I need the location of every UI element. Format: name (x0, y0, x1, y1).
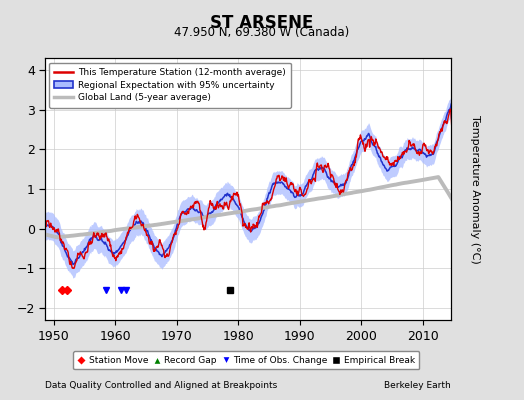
Text: ST ARSENE: ST ARSENE (210, 14, 314, 32)
Legend: Station Move, Record Gap, Time of Obs. Change, Empirical Break: Station Move, Record Gap, Time of Obs. C… (73, 352, 419, 370)
Y-axis label: Temperature Anomaly (°C): Temperature Anomaly (°C) (470, 115, 480, 263)
Text: 47.950 N, 69.380 W (Canada): 47.950 N, 69.380 W (Canada) (174, 26, 350, 39)
Text: Data Quality Controlled and Aligned at Breakpoints: Data Quality Controlled and Aligned at B… (45, 381, 277, 390)
Legend: This Temperature Station (12-month average), Regional Expectation with 95% uncer: This Temperature Station (12-month avera… (49, 62, 291, 108)
Text: Berkeley Earth: Berkeley Earth (384, 381, 451, 390)
